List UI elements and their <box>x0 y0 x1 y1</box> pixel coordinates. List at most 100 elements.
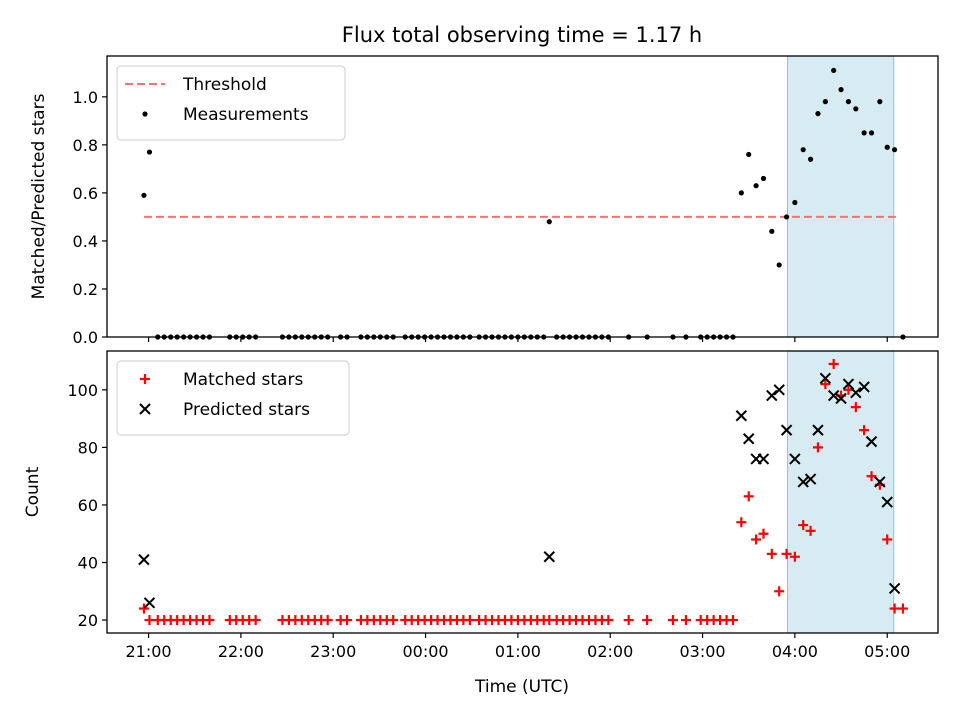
y-tick-label: 0.6 <box>73 184 98 203</box>
y-tick-label: 60 <box>78 496 98 515</box>
point-matched-stars-25 <box>342 615 353 626</box>
point-predicted-stars-2 <box>543 551 555 563</box>
point-matched-stars-10 <box>204 615 215 626</box>
x-axis-label: Time (UTC) <box>474 677 569 697</box>
y-tick-label: 40 <box>78 554 98 573</box>
point-measurements-89 <box>853 106 859 112</box>
highlight-band <box>786 55 895 338</box>
point-measurements-94 <box>892 147 898 153</box>
y-tick-label: 20 <box>78 611 98 630</box>
point-matched-stars-31 <box>388 615 399 626</box>
y-tick-label: 1.0 <box>73 88 98 107</box>
point-measurements-83 <box>807 156 814 162</box>
point-matched-stars-77 <box>758 528 769 539</box>
y-tick-label: 0.2 <box>73 280 98 299</box>
point-matched-stars-73 <box>728 615 739 626</box>
x-tick-label: 05:00 <box>864 642 910 661</box>
point-matched-stars-75 <box>743 491 754 502</box>
x-tick-label: 02:00 <box>587 642 633 661</box>
y-tick-label: 0.8 <box>73 136 98 155</box>
point-predicted-stars-18 <box>850 387 862 399</box>
point-matched-stars-85 <box>820 379 831 390</box>
point-measurements-82 <box>800 147 806 153</box>
point-measurements-91 <box>868 130 875 136</box>
point-measurements-80 <box>783 214 790 220</box>
flux-ratio-panel: 0.0 0.2 0.4 0.6 0.8 1.0 Matched/Predicted star… <box>29 55 939 347</box>
point-matched-stars-81 <box>789 551 800 562</box>
point-matched-stars-65 <box>642 615 653 626</box>
point-matched-stars-86 <box>828 358 839 369</box>
x-tick-label: 04:00 <box>772 642 818 661</box>
legend: Matched stars Predicted stars <box>116 360 350 436</box>
point-predicted-stars-4 <box>743 433 755 445</box>
point-predicted-stars-11 <box>797 476 809 488</box>
point-matched-stars-79 <box>774 586 785 597</box>
point-predicted-stars-21 <box>874 476 886 488</box>
legend: Threshold Measurements <box>116 65 346 141</box>
point-predicted-stars-20 <box>865 435 878 448</box>
point-predicted-stars-23 <box>888 582 901 595</box>
point-matched-stars-95 <box>897 603 908 614</box>
point-predicted-stars-10 <box>789 453 801 465</box>
point-predicted-stars-7 <box>766 389 778 402</box>
point-matched-stars-66 <box>668 615 679 626</box>
point-matched-stars-67 <box>680 615 691 626</box>
point-matched-stars-91 <box>866 471 877 482</box>
point-predicted-stars-9 <box>780 424 793 436</box>
point-predicted-stars-19 <box>858 381 870 393</box>
point-matched-stars-93 <box>882 534 893 545</box>
point-predicted-stars-3 <box>735 410 748 422</box>
point-matched-stars-63 <box>603 615 614 626</box>
axes-frame <box>106 350 939 634</box>
point-measurements-84 <box>815 111 821 117</box>
legend-swatch-matched-stars <box>140 374 150 384</box>
point-predicted-stars-1 <box>143 597 156 609</box>
point-measurements-92 <box>877 99 883 105</box>
legend-label-measurements: Measurements <box>183 105 309 125</box>
point-measurements-75 <box>746 151 752 158</box>
point-measurements-87 <box>838 87 844 93</box>
point-predicted-stars-13 <box>812 424 824 436</box>
point-measurements-76 <box>753 183 759 189</box>
point-matched-stars-90 <box>859 425 870 436</box>
legend-label-threshold: Threshold <box>182 75 267 95</box>
point-matched-stars-82 <box>798 520 809 531</box>
point-predicted-stars-12 <box>804 473 817 485</box>
y-tick-label: 80 <box>78 438 98 457</box>
x-tick-label: 01:00 <box>495 642 541 661</box>
point-measurements-85 <box>822 99 828 105</box>
point-measurements-90 <box>861 130 867 136</box>
axes-frame <box>106 55 939 338</box>
y-tick-label: 0.4 <box>73 232 98 251</box>
point-predicted-stars-16 <box>835 392 847 405</box>
point-measurements-0 <box>141 192 147 198</box>
point-predicted-stars-22 <box>881 496 893 508</box>
point-matched-stars-74 <box>736 517 747 528</box>
point-matched-stars-80 <box>781 548 792 559</box>
point-measurements-93 <box>884 144 890 150</box>
point-matched-stars-42 <box>464 615 475 626</box>
point-predicted-stars-6 <box>757 453 770 465</box>
y-tick-label: 100 <box>67 381 98 400</box>
point-matched-stars-15 <box>250 615 261 626</box>
point-matched-stars-23 <box>322 615 333 626</box>
point-predicted-stars-14 <box>819 372 832 385</box>
point-measurements-86 <box>831 67 837 74</box>
point-predicted-stars-0 <box>138 553 150 566</box>
point-measurements-88 <box>845 99 852 105</box>
point-matched-stars-83 <box>805 525 816 536</box>
x-tick-label: 21:00 <box>125 642 171 661</box>
x-tick-label: 22:00 <box>218 642 264 661</box>
point-matched-stars-76 <box>751 534 762 545</box>
chart-title: Flux total observing time = 1.17 h <box>342 23 702 47</box>
point-matched-stars-84 <box>812 442 823 453</box>
point-predicted-stars-8 <box>773 384 785 396</box>
y-axis-label: Matched/Predicted stars <box>29 93 49 299</box>
point-measurements-78 <box>769 228 775 234</box>
legend-label-matched-stars: Matched stars <box>183 370 303 390</box>
point-matched-stars-64 <box>623 615 634 626</box>
x-tick-label: 03:00 <box>679 642 725 661</box>
point-measurements-79 <box>776 262 782 268</box>
x-tick-label: 23:00 <box>310 642 356 661</box>
